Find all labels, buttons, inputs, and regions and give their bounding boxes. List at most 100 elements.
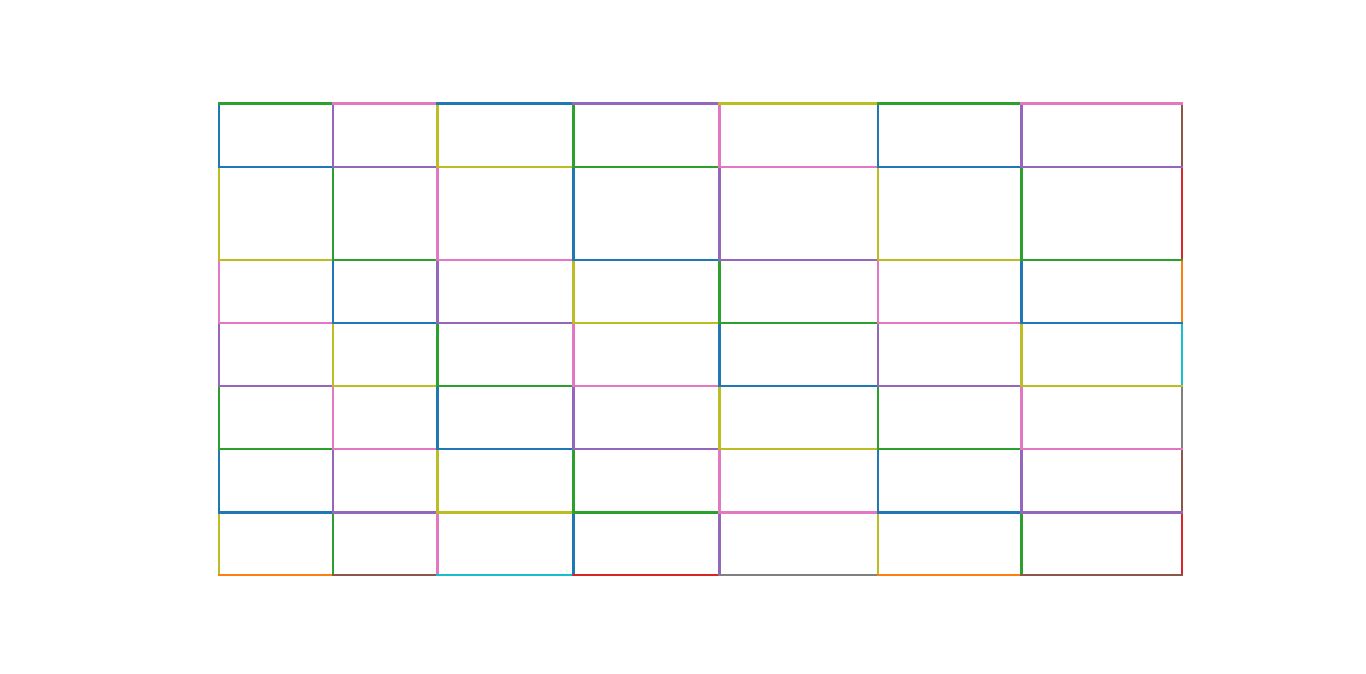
grid-hline-y7-col7 (1020, 574, 1183, 577)
grid-vline-row4-x1 (331, 321, 334, 388)
grid-vline-row4-x6 (1020, 321, 1023, 388)
grid-hline-y7-col4 (572, 574, 721, 577)
grid-vline-row1-x7 (1180, 102, 1183, 169)
grid-hline-y5-col6 (876, 447, 1023, 450)
grid-vline-row3-x3 (572, 258, 575, 324)
grid-vline-row7-x1 (331, 511, 334, 577)
grid-vline-row5-x3 (572, 385, 575, 450)
grid-vline-row3-x2 (436, 258, 439, 324)
grid-vline-row7-x2 (436, 511, 439, 577)
grid-vline-row7-x0 (218, 511, 221, 577)
grid-vline-row5-x0 (218, 385, 221, 450)
grid-vline-row1-x5 (876, 102, 879, 169)
grid-hline-y5-col1 (218, 447, 334, 450)
grid-hline-y6-col1 (218, 511, 334, 514)
grid-hline-y7-col2 (331, 574, 439, 577)
grid-vline-row4-x3 (572, 321, 575, 388)
grid-vline-row7-x7 (1180, 511, 1183, 577)
grid-hline-y2-col1 (218, 258, 334, 262)
grid-hline-y3-col7 (1020, 321, 1183, 324)
grid-vline-row3-x5 (876, 258, 879, 324)
grid-vline-row2-x6 (1020, 166, 1023, 262)
grid-hline-y4-col4 (572, 385, 721, 388)
grid-vline-row5-x1 (331, 385, 334, 450)
grid-vline-row2-x0 (218, 166, 221, 262)
grid-hline-y7-col6 (876, 574, 1023, 577)
grid-hline-y4-col7 (1020, 385, 1183, 388)
grid-vline-row4-x7 (1180, 321, 1183, 388)
grid-vline-row5-x4 (718, 385, 721, 450)
grid-hline-y6-col3 (436, 511, 575, 514)
grid-hline-y0-col4 (572, 102, 721, 105)
grid-vline-row6-x1 (331, 447, 334, 514)
grid-vline-row5-x2 (436, 385, 439, 450)
grid-hline-y1-col4 (572, 166, 721, 169)
grid-vline-row2-x5 (876, 166, 879, 262)
grid-hline-y7-col5 (718, 574, 879, 577)
grid-vline-row6-x7 (1180, 447, 1183, 514)
grid-vline-row3-x6 (1020, 258, 1023, 324)
grid-hline-y2-col6 (876, 258, 1023, 262)
grid-vline-row5-x7 (1180, 385, 1183, 450)
grid-hline-y3-col2 (331, 321, 439, 324)
grid-hline-y1-col7 (1020, 166, 1183, 169)
grid-vline-row1-x4 (718, 102, 721, 169)
grid-hline-y4-col1 (218, 385, 334, 388)
grid-vline-row7-x3 (572, 511, 575, 577)
grid-vline-row1-x6 (1020, 102, 1023, 169)
grid-hline-y5-col5 (718, 447, 879, 450)
grid-hline-y6-col5 (718, 511, 879, 514)
grid-vline-row2-x7 (1180, 166, 1183, 262)
grid-hline-y3-col6 (876, 321, 1023, 324)
grid-hline-y1-col2 (331, 166, 439, 169)
grid-vline-row4-x5 (876, 321, 879, 388)
grid-hline-y0-col7 (1020, 102, 1183, 105)
grid-hline-y2-col4 (572, 258, 721, 262)
grid-vline-row2-x3 (572, 166, 575, 262)
grid-vline-row4-x2 (436, 321, 439, 388)
grid-hline-y2-col2 (331, 258, 439, 262)
grid-hline-y2-col5 (718, 258, 879, 262)
grid-vline-row5-x6 (1020, 385, 1023, 450)
grid-hline-y5-col4 (572, 447, 721, 450)
grid-hline-y7-col1 (218, 574, 334, 577)
grid-vline-row7-x5 (876, 511, 879, 577)
grid-vline-row3-x0 (218, 258, 221, 324)
grid-hline-y6-col2 (331, 511, 439, 514)
grid-vline-row6-x4 (718, 447, 721, 514)
grid-vline-row3-x4 (718, 258, 721, 324)
grid-hline-y5-col2 (331, 447, 439, 450)
grid-hline-y4-col6 (876, 385, 1023, 388)
grid-vline-row7-x4 (718, 511, 721, 577)
grid-vline-row7-x6 (1020, 511, 1023, 577)
grid-hline-y7-col3 (436, 574, 575, 577)
grid-hline-y1-col3 (436, 166, 575, 169)
grid-vline-row1-x2 (436, 102, 439, 169)
grid-vline-row6-x0 (218, 447, 221, 514)
grid-vline-row2-x1 (331, 166, 334, 262)
grid-hline-y6-col4 (572, 511, 721, 514)
grid-hline-y1-col5 (718, 166, 879, 169)
grid-hline-y5-col7 (1020, 447, 1183, 450)
grid-hline-y2-col3 (436, 258, 575, 262)
grid-vline-row2-x4 (718, 166, 721, 262)
grid-hline-y0-col5 (718, 102, 879, 105)
grid-vline-row4-x4 (718, 321, 721, 388)
grid-hline-y0-col1 (218, 102, 334, 105)
grid-vline-row6-x3 (572, 447, 575, 514)
grid-vline-row1-x3 (572, 102, 575, 169)
grid-hline-y0-col2 (331, 102, 439, 105)
grid-vline-row3-x1 (331, 258, 334, 324)
grid-hline-y3-col1 (218, 321, 334, 324)
grid-hline-y4-col2 (331, 385, 439, 388)
grid-vline-row3-x7 (1180, 258, 1183, 324)
grid-hline-y4-col3 (436, 385, 575, 388)
grid-vline-row4-x0 (218, 321, 221, 388)
grid-hline-y3-col3 (436, 321, 575, 324)
grid-vline-row6-x5 (876, 447, 879, 514)
grid-hline-y3-col5 (718, 321, 879, 324)
grid-hline-y6-col7 (1020, 511, 1183, 514)
grid-vline-row1-x0 (218, 102, 221, 169)
